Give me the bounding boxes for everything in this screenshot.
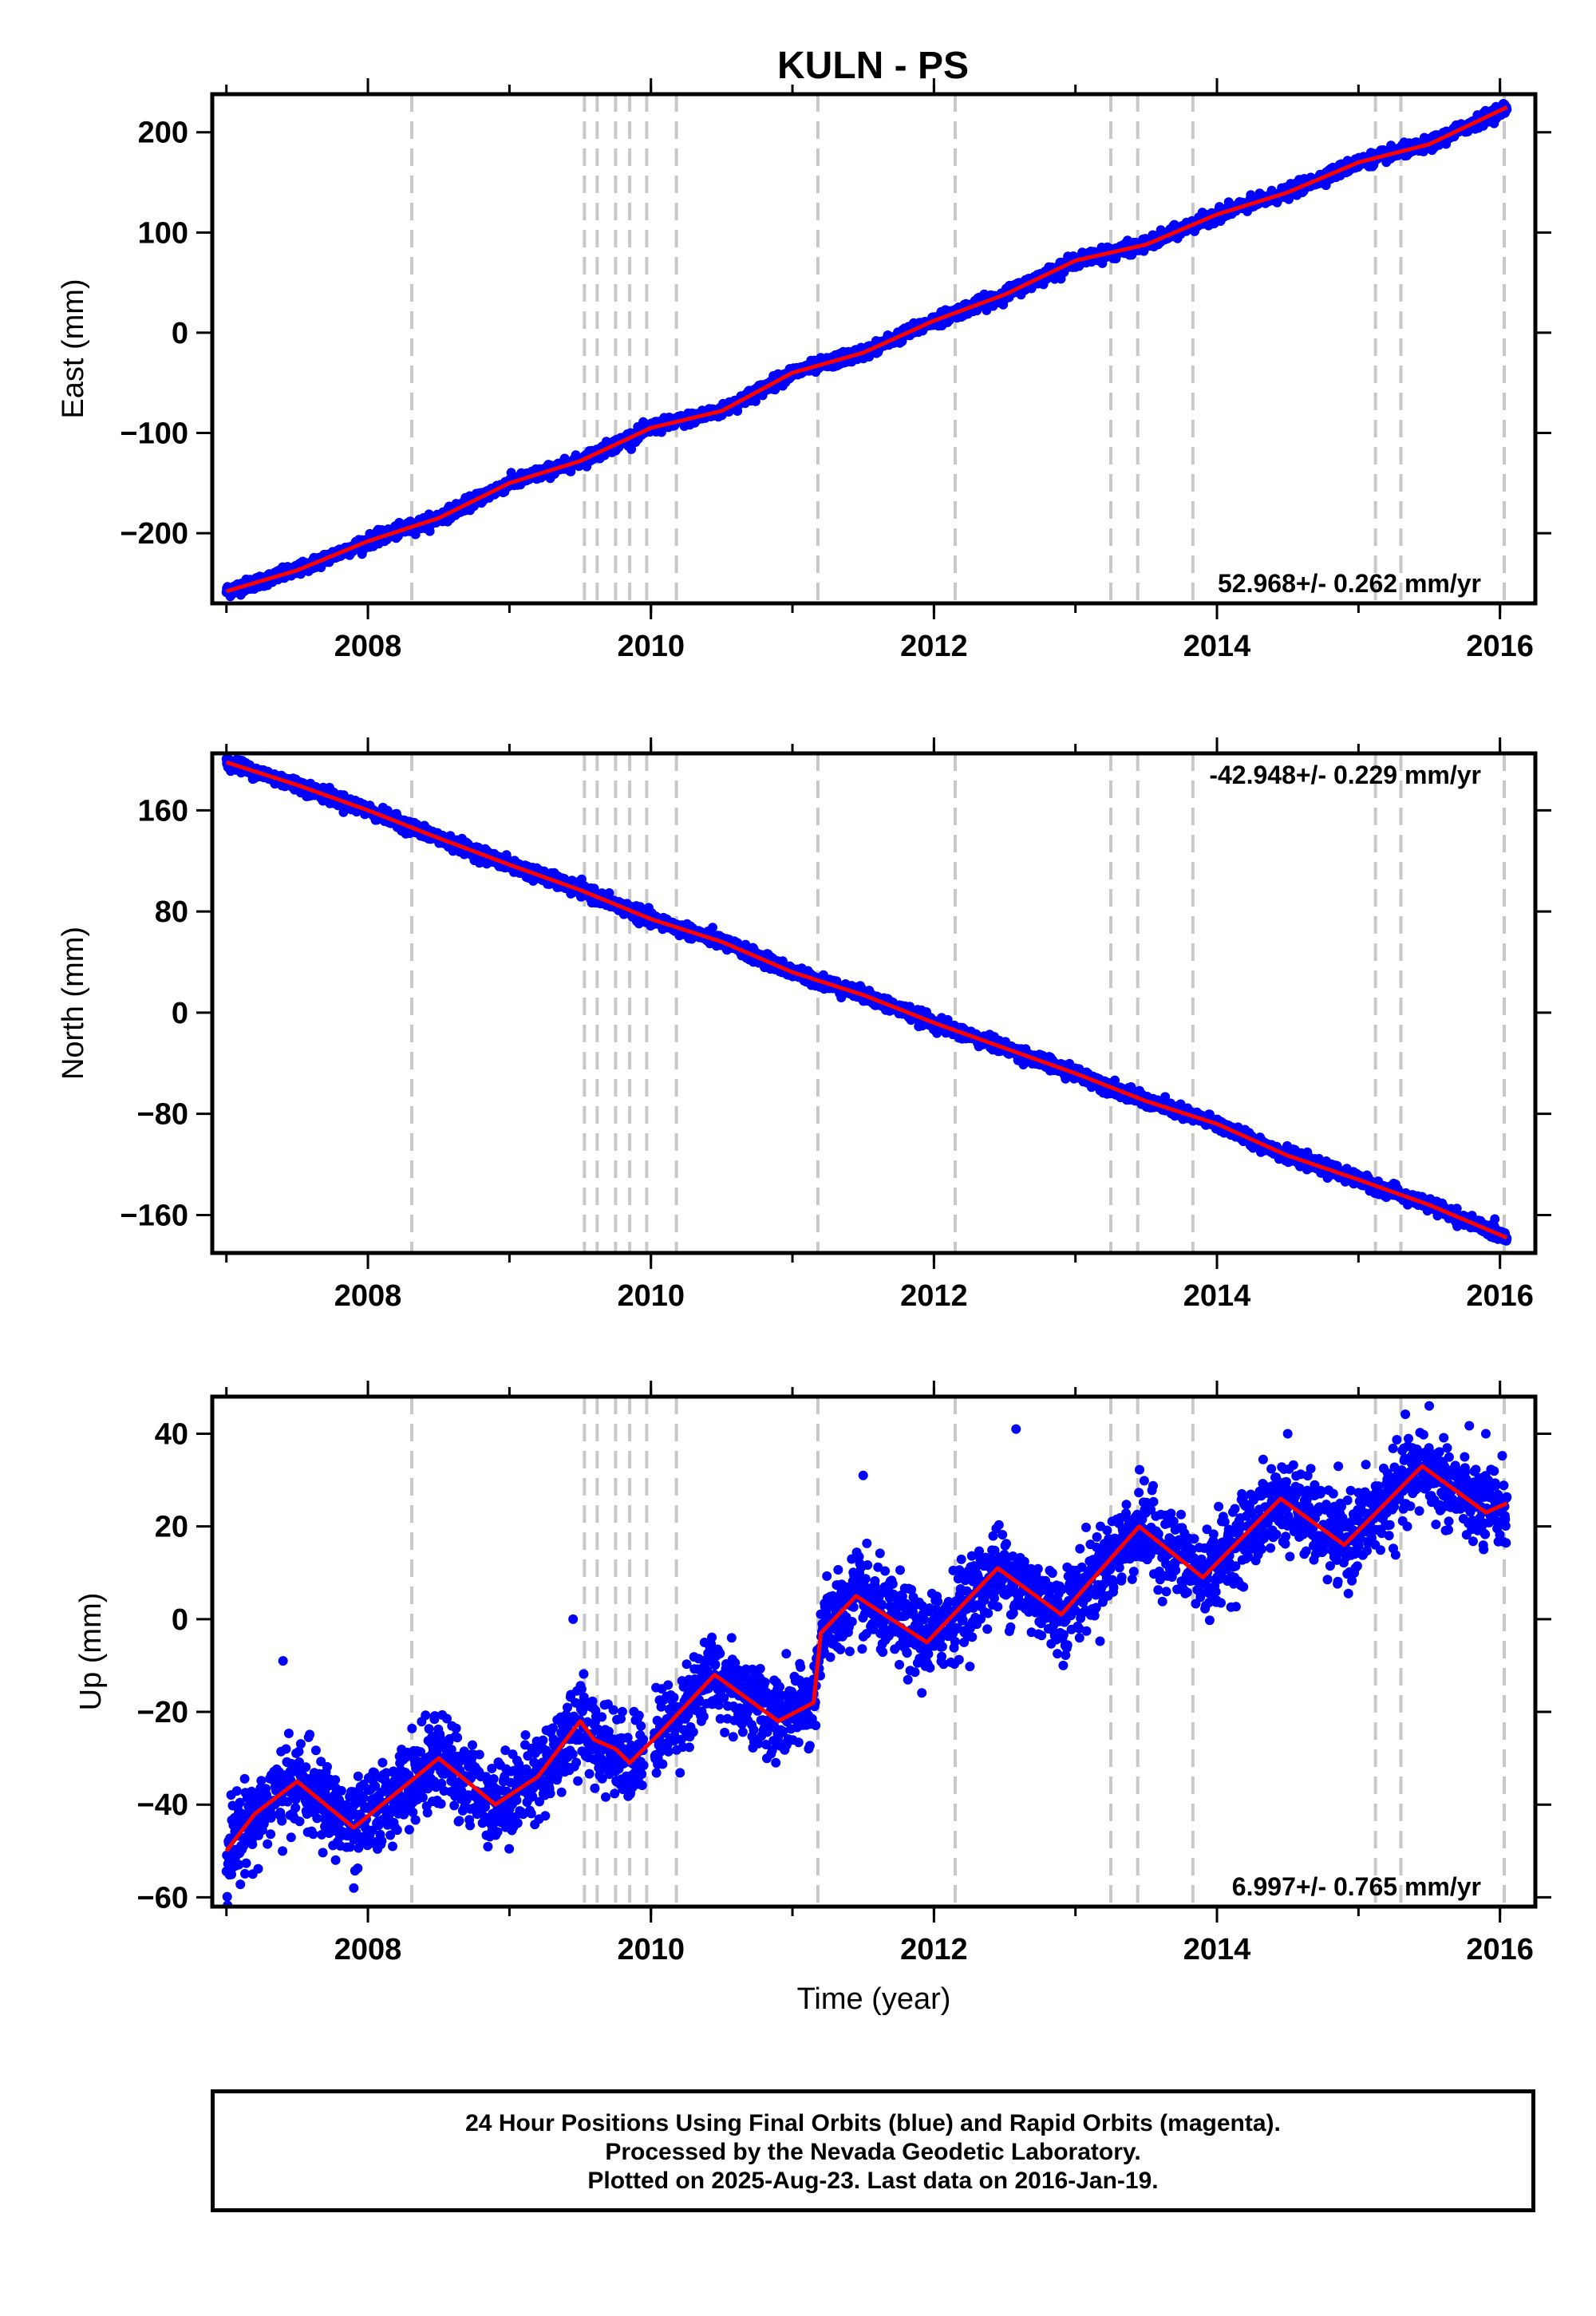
y-tick-label: 100 [138, 216, 188, 250]
x-tick-label: 2008 [334, 630, 402, 663]
equipment-change-lines [410, 94, 1506, 603]
x-tick-label: 2014 [1183, 630, 1251, 663]
plot-frame [210, 92, 1538, 606]
y-tick-label: 200 [138, 117, 188, 150]
velocity-rate-label: 52.968+/- 0.262 mm/yr [1218, 569, 1481, 598]
model-fit-line [225, 105, 1508, 594]
data-point [604, 888, 614, 898]
x-tick-label: 2012 [900, 630, 968, 663]
data-point [708, 923, 717, 933]
equipment-change-lines [410, 753, 1506, 1253]
data-point [750, 396, 760, 406]
x-tick-label: 2010 [617, 630, 685, 663]
x-tick-label: 2016 [1466, 630, 1534, 663]
east-panel: 2008 2010 2012 2014 2016 −200 −100 0 100 200 East … [57, 78, 1551, 663]
y-tick-label: 0 [172, 317, 188, 350]
y-axis: −200 −100 0 100 200 [120, 117, 1551, 551]
figure-title: KULN - PS [777, 45, 969, 87]
y-axis-label: East (mm) [57, 279, 90, 418]
x-axis: 2008 2010 2012 2014 2016 [225, 78, 1534, 663]
y-tick-label: −100 [120, 417, 188, 450]
y-tick-label: −200 [120, 517, 188, 551]
data-point [626, 444, 637, 454]
